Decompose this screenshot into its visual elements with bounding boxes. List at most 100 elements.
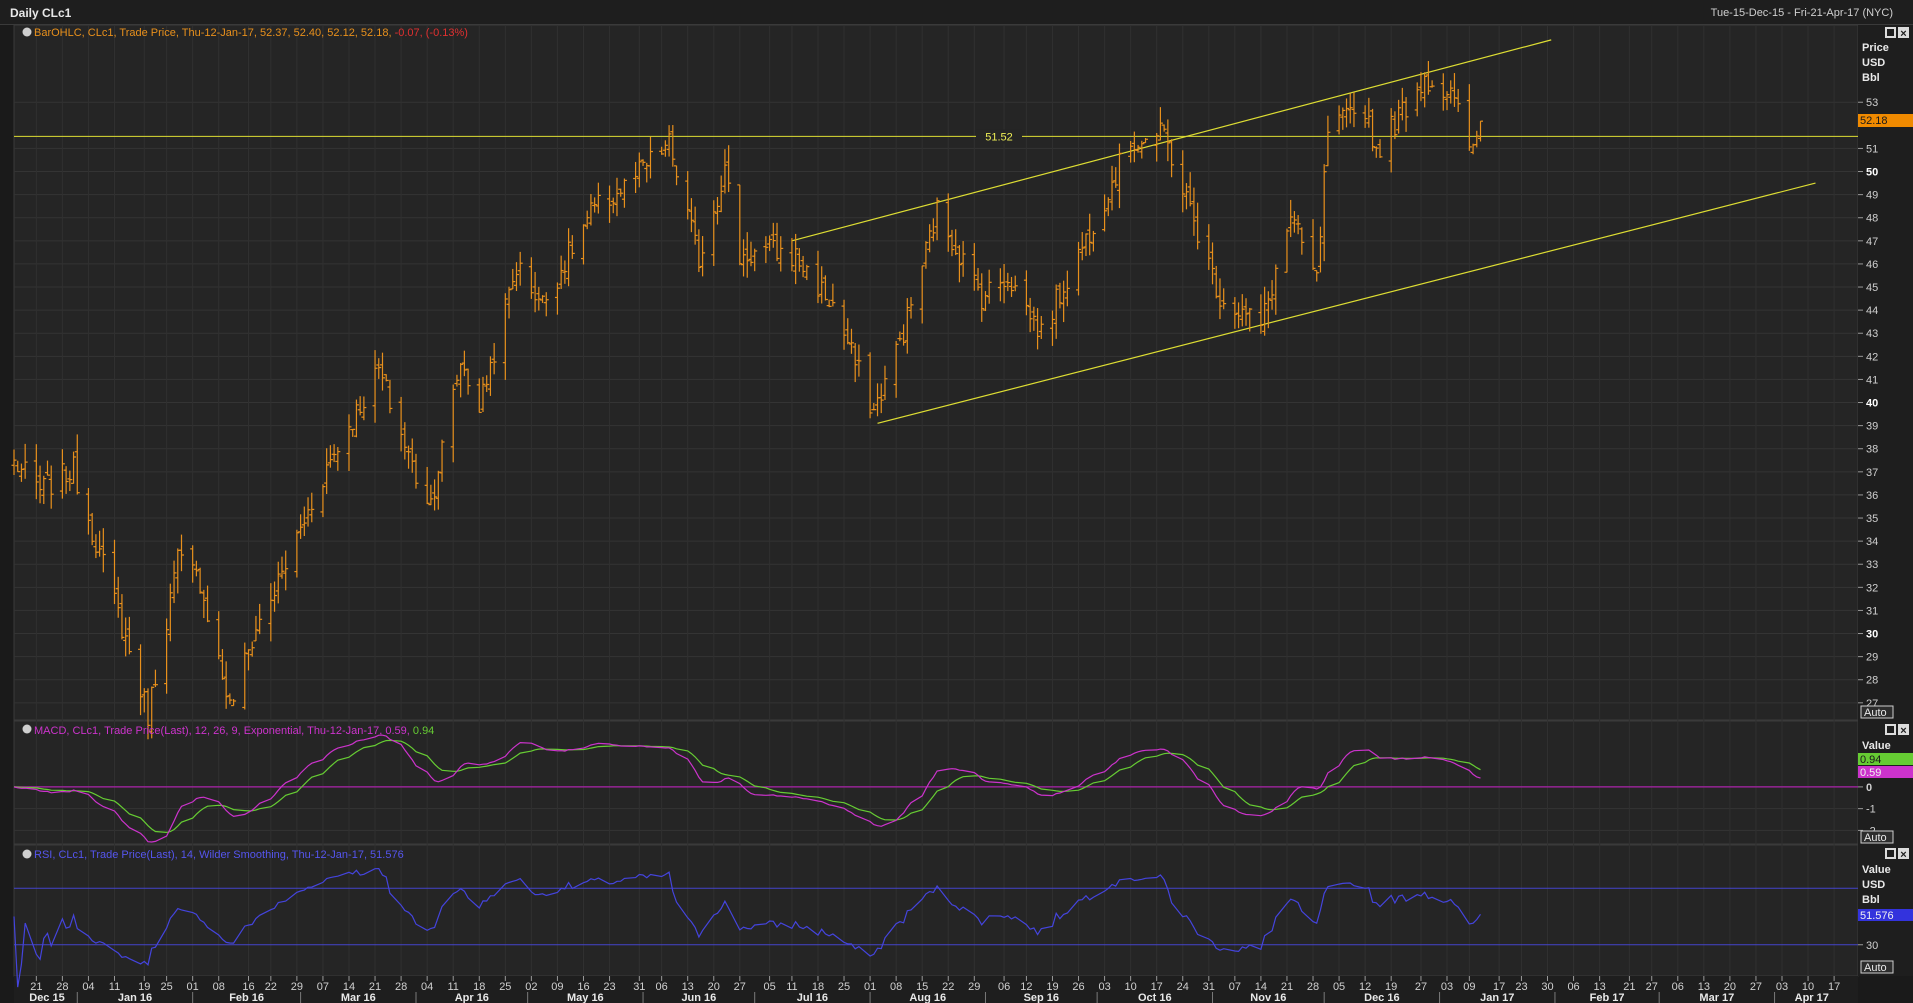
day-tick-label: 12: [1359, 981, 1371, 993]
ohlc-bar: [986, 269, 992, 304]
day-tick-label: 14: [1255, 981, 1267, 993]
price-auto-button[interactable]: Auto: [1860, 705, 1894, 719]
month-label: Nov 16: [1250, 992, 1286, 1003]
legend-settings-icon[interactable]: [22, 849, 32, 859]
ohlc-bar: [945, 193, 951, 252]
ohlc-bar: [815, 250, 821, 304]
ohlc-bar: [584, 210, 590, 230]
price-tick-label: 50: [1866, 167, 1878, 179]
ohlc-bar: [1154, 132, 1160, 162]
month-label: Apr 16: [455, 992, 489, 1003]
close-icon[interactable]: [1898, 848, 1909, 859]
ohlc-bar: [1288, 199, 1294, 238]
price-tick-label: 43: [1866, 328, 1878, 340]
macd-tick-label: -1: [1866, 804, 1876, 816]
ohlc-bar: [149, 686, 155, 739]
day-tick-label: 19: [138, 981, 150, 993]
ohlc-bar: [205, 585, 211, 623]
month-label: Jan 16: [118, 992, 152, 1003]
ohlc-bar: [540, 295, 546, 303]
ohlc-bar: [357, 396, 363, 416]
legend-settings-icon[interactable]: [22, 27, 32, 37]
ohlc-bar: [59, 449, 65, 499]
svg-text:Auto: Auto: [1864, 832, 1887, 844]
price-tick-label: 41: [1866, 374, 1878, 386]
ohlc-bar: [1239, 294, 1245, 327]
ohlc-bar: [506, 286, 512, 319]
day-tick-label: 30: [1541, 981, 1553, 993]
signal-last-tag: 0.94: [1858, 753, 1913, 766]
ohlc-bar: [387, 379, 393, 414]
ohlc-bar: [1295, 215, 1301, 235]
ohlc-bar: [67, 470, 73, 492]
ohlc-bar: [119, 594, 125, 640]
ohlc-bar: [428, 484, 434, 506]
ohlc-bar: [953, 229, 959, 256]
price-tick-label: 31: [1866, 605, 1878, 617]
ohlc-bar: [1165, 119, 1171, 162]
ohlc-bar: [484, 375, 490, 393]
ohlc-bar: [822, 275, 828, 301]
ohlc-bar: [852, 343, 858, 383]
ohlc-bar: [796, 248, 802, 272]
svg-text:0.94: 0.94: [1860, 754, 1881, 766]
macd-panel[interactable]: [13, 720, 1859, 845]
month-label: Sep 16: [1024, 992, 1059, 1003]
rsi-panel[interactable]: [13, 844, 1859, 977]
month-label: Feb 16: [229, 992, 264, 1003]
rsi-legend: RSI, CLc1, Trade Price(Last), 14, Wilder…: [22, 849, 404, 861]
ohlc-bar: [1102, 194, 1108, 232]
ohlc-bar: [1258, 294, 1264, 334]
ohlc-bar: [1299, 227, 1305, 255]
x-axis: 21 28 04 11 19 25 01 08 16 22 29 07 14 21 28 04 11 18 25 02…: [29, 976, 1840, 1003]
macd-auto-button[interactable]: Auto: [1860, 830, 1894, 844]
ohlc-bar: [1210, 242, 1216, 285]
close-icon[interactable]: [1898, 724, 1909, 735]
price-axis-title: Price USD Bbl: [1862, 42, 1889, 84]
price-panel[interactable]: [13, 24, 1859, 721]
ohlc-bar: [1321, 164, 1327, 262]
ohlc-bar: [558, 255, 564, 289]
rsi-legend-text: RSI, CLc1, Trade Price(Last), 14, Wilder…: [34, 849, 404, 861]
ohlc-bar: [647, 136, 653, 179]
ohlc-bar: [361, 396, 367, 421]
chart-title: Daily CLc1: [10, 6, 72, 20]
ohlc-bar: [919, 265, 925, 324]
ohlc-bar: [956, 245, 962, 283]
ohlc-bar: [1362, 105, 1368, 128]
ohlc-bar: [152, 669, 158, 688]
ohlc-bar: [778, 236, 784, 272]
svg-text:51.576: 51.576: [1860, 910, 1894, 922]
ohlc-bar: [320, 484, 326, 518]
rsi-auto-button[interactable]: Auto: [1860, 960, 1894, 974]
price-panel-buttons: ×: [1885, 27, 1909, 40]
rsi-panel-buttons: ×: [1885, 848, 1909, 861]
month-label: Apr 17: [1795, 992, 1829, 1003]
legend-settings-icon[interactable]: [22, 724, 32, 734]
ohlc-bar: [63, 466, 69, 494]
ohlc-bar: [171, 560, 177, 604]
svg-text:Auto: Auto: [1864, 962, 1887, 974]
svg-text:BarOHLC, CLc1, Trade Price, Th: BarOHLC, CLc1, Trade Price, Thu-12-Jan-1…: [34, 27, 468, 39]
ohlc-bar: [1392, 111, 1398, 140]
ohlc-bar: [450, 384, 456, 463]
day-tick-label: 18: [812, 981, 824, 993]
price-tick-label: 39: [1866, 421, 1878, 433]
day-tick-label: 10: [1802, 981, 1814, 993]
ohlc-bar: [871, 402, 877, 411]
ohlc-bar: [774, 222, 780, 262]
svg-text:Bbl: Bbl: [1862, 894, 1880, 906]
svg-text:52.18: 52.18: [1860, 115, 1888, 127]
ohlc-bar: [335, 447, 341, 471]
close-icon[interactable]: [1898, 27, 1909, 38]
ohlc-bar: [301, 506, 307, 537]
ohlc-bar: [670, 125, 676, 167]
ohlc-bar: [465, 368, 471, 395]
ohlc-bar: [800, 255, 806, 278]
svg-text:USD: USD: [1862, 879, 1885, 891]
price-tick-label: 51: [1866, 143, 1878, 155]
ohlc-bar: [491, 343, 497, 375]
ohlc-bar: [1269, 280, 1275, 310]
price-tick-label: 34: [1866, 536, 1878, 548]
